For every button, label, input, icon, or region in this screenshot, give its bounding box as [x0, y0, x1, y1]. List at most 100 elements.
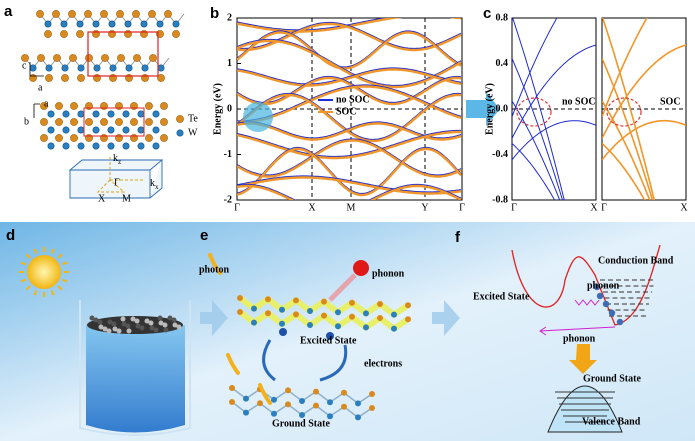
w-atom: [47, 110, 55, 118]
bz-axes: [96, 155, 145, 193]
y-tick-label: 0.0: [496, 103, 509, 114]
te-atom: [160, 134, 168, 142]
atom: [243, 409, 249, 416]
material-flake: [102, 326, 108, 332]
w-atom: [107, 126, 115, 134]
te-atom: [45, 74, 53, 82]
te-atom: [115, 102, 123, 110]
w-atom: [107, 110, 115, 118]
band-line: [237, 147, 462, 197]
bands: [512, 18, 596, 200]
band-line: [237, 22, 462, 52]
y-tick-label: -1: [224, 149, 232, 160]
y-tick-label: -0.4: [492, 149, 508, 160]
te-atom: [44, 30, 52, 38]
te-atom: [29, 74, 37, 82]
te-atom: [100, 10, 108, 18]
sun-ray: [62, 278, 68, 283]
atom: [251, 319, 257, 326]
te-atom: [61, 74, 69, 82]
legend-label: W: [188, 127, 198, 138]
panel-label: b: [210, 5, 219, 22]
atom: [349, 299, 355, 306]
w-atom: [77, 64, 85, 72]
bz-label: M: [122, 193, 131, 204]
w-atom: [122, 110, 130, 118]
te-atom: [100, 102, 108, 110]
band-line: [602, 18, 648, 118]
x-tick-label: Γ: [234, 202, 240, 213]
atom: [313, 402, 319, 409]
w-atom: [172, 20, 180, 28]
material-flake: [89, 315, 95, 321]
x-tick-label: Γ: [601, 202, 607, 213]
band-line: [602, 142, 646, 200]
w-atom: [108, 20, 116, 28]
annotation: phonon: [372, 268, 405, 279]
sun-ray: [25, 253, 31, 259]
w-atom: [137, 142, 145, 150]
phonon-ball: [353, 260, 369, 276]
sun-ray: [57, 285, 63, 291]
unit-cell: [83, 107, 145, 137]
atom: [237, 309, 243, 315]
annotation: Valence Band: [582, 416, 641, 427]
w-atom: [152, 126, 160, 134]
sun-ray: [33, 248, 38, 254]
atom: [335, 323, 341, 330]
te-atom: [52, 10, 60, 18]
te-atom: [145, 102, 153, 110]
material-flake: [162, 322, 168, 328]
te-atom: [176, 115, 184, 123]
atom: [307, 322, 313, 328]
band-line: [602, 119, 686, 161]
material-flake: [98, 324, 104, 330]
material-flake: [130, 316, 136, 322]
atom: [369, 405, 375, 411]
band-line: [237, 130, 461, 160]
w-atom: [137, 110, 145, 118]
band-line: [237, 93, 462, 143]
band-line: [512, 18, 565, 200]
w-atom: [44, 20, 52, 28]
w-atom: [140, 20, 148, 28]
panel-label: a: [4, 3, 13, 20]
atom: [299, 412, 305, 418]
te-atom: [132, 10, 140, 18]
material-flake: [120, 316, 126, 322]
bz-label: X: [98, 193, 106, 204]
beaker-water: [86, 325, 185, 433]
atom: [369, 391, 375, 397]
atom: [265, 310, 271, 317]
material-flake: [149, 325, 155, 331]
w-atom: [157, 64, 165, 72]
te-atom: [100, 134, 108, 142]
te-atom: [40, 134, 48, 142]
w-atom: [122, 142, 130, 150]
te-atom: [101, 54, 109, 62]
te-atom: [145, 134, 153, 142]
band-line: [237, 76, 462, 106]
sun-ray: [50, 248, 55, 254]
te-atom: [130, 102, 138, 110]
sun-ray: [20, 278, 26, 283]
y-tick-label: -2: [224, 194, 232, 205]
w-atom: [60, 20, 68, 28]
photon: [208, 253, 222, 275]
te-atom: [130, 134, 138, 142]
te-atom: [133, 54, 141, 62]
w-atom: [77, 110, 85, 118]
w-atom: [45, 64, 53, 72]
te-atom: [55, 134, 63, 142]
material-flake: [153, 327, 159, 333]
brillouin-zone: [68, 159, 164, 199]
panel-label: c: [483, 5, 491, 22]
down-arrow: [569, 344, 597, 374]
bands: [237, 18, 462, 200]
atom: [271, 396, 277, 403]
material-flake: [176, 324, 182, 330]
w-atom: [76, 20, 84, 28]
electron: [593, 283, 601, 291]
te-atom: [69, 54, 77, 62]
x-tick-label: M: [347, 202, 356, 213]
